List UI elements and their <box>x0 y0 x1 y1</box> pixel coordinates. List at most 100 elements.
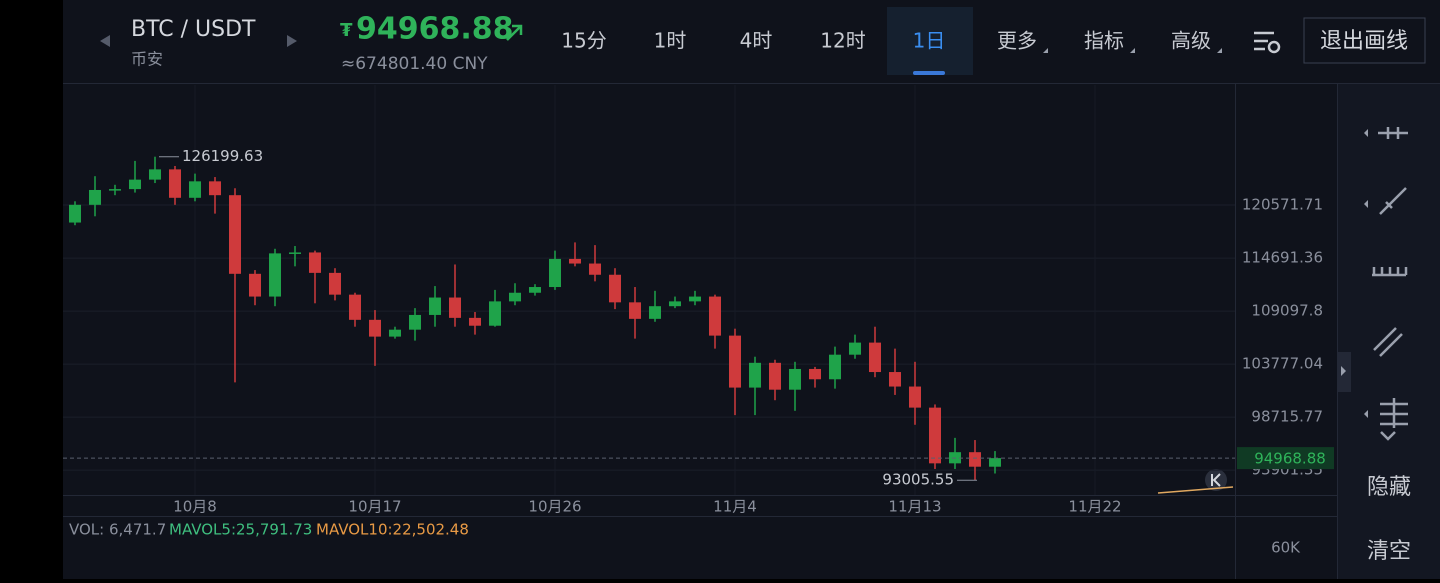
candle-body <box>309 252 321 273</box>
last-price-label: 94968.88 <box>1254 450 1326 468</box>
candle-body <box>89 189 101 205</box>
symbol: BTC / USDT <box>131 17 256 42</box>
candle-body <box>69 204 81 223</box>
candle-body <box>329 272 341 295</box>
candle-body <box>109 189 121 191</box>
candle-body <box>189 181 201 198</box>
candle-body <box>569 258 581 264</box>
candle-body <box>289 252 301 254</box>
candle-body <box>649 306 661 319</box>
y-tick-label: 98715.77 <box>1251 408 1323 426</box>
candle-body <box>609 274 621 303</box>
volume-info: VOL: 6,471.7 <box>69 521 166 539</box>
tab-indicator <box>913 71 945 75</box>
x-tick-label: 10月17 <box>348 498 401 516</box>
low-note: 93005.55 <box>882 471 954 489</box>
tab[interactable]: 指标 <box>1084 29 1124 53</box>
high-note: 126199.63 <box>182 147 263 165</box>
candle-body <box>369 319 381 337</box>
candle-body <box>409 314 421 330</box>
tab-selected-bg <box>887 7 973 75</box>
price: 94968.88 <box>356 12 514 47</box>
candle-body <box>229 195 241 274</box>
candle-body <box>429 297 441 315</box>
candle-body <box>869 342 881 373</box>
y-tick-label: 114691.36 <box>1242 249 1323 267</box>
candle-body <box>769 362 781 390</box>
candle-body <box>829 354 841 380</box>
scroll-latest[interactable] <box>1205 469 1227 491</box>
exit-button[interactable]: 退出画线 <box>1320 29 1408 54</box>
up-arrow <box>506 24 523 41</box>
exit-button-box[interactable] <box>1303 17 1426 64</box>
volume-tick: 60K <box>1271 539 1301 557</box>
tab[interactable]: 12时 <box>820 29 865 53</box>
candle-body <box>629 302 641 319</box>
candle-body <box>729 335 741 388</box>
candle-body <box>789 368 801 390</box>
tool-triangles <box>1364 129 1368 418</box>
candle-body <box>749 362 761 388</box>
candle-body <box>469 317 481 326</box>
x-tick-label: 10月26 <box>528 498 581 516</box>
candle-body <box>149 169 161 180</box>
x-tick-label: 11月4 <box>713 498 757 516</box>
candle-body <box>529 287 541 293</box>
drawn-line <box>1157 486 1234 494</box>
candle-body <box>209 181 221 196</box>
candle-body <box>549 258 561 288</box>
currency-mark: ₮ <box>340 20 353 41</box>
candle-body <box>489 301 501 326</box>
y-tick-label: 103777.04 <box>1242 355 1323 373</box>
next-arrow[interactable] <box>287 35 297 47</box>
candle-body <box>169 169 181 198</box>
x-tick-label: 11月13 <box>888 498 941 516</box>
candle-body <box>849 342 861 355</box>
x-tick-label: 10月8 <box>173 498 217 516</box>
candle-body <box>809 368 821 380</box>
tab-menu-mark <box>1043 48 1048 53</box>
tab[interactable]: 15分 <box>561 29 606 53</box>
settings-icon[interactable] <box>1254 31 1281 54</box>
tab[interactable]: 4时 <box>740 29 773 53</box>
last-price-tag <box>1237 447 1334 470</box>
candle-body <box>269 253 281 297</box>
candle-body <box>389 329 401 337</box>
sidebar-bg <box>1337 84 1440 579</box>
candle-body <box>669 301 681 307</box>
scroll-latest-icon <box>1211 473 1221 487</box>
collapse-arrow <box>1341 366 1346 376</box>
volume-info: MAVOL5:25,791.73 <box>169 521 312 539</box>
candle-body <box>689 296 701 302</box>
tab-menu-mark <box>1217 48 1222 53</box>
candle-body <box>449 297 461 318</box>
clear-button[interactable]: 清空 <box>1367 539 1411 564</box>
candle-body <box>929 407 941 464</box>
candle-body <box>589 263 601 275</box>
candle-body <box>969 452 981 467</box>
x-tick-label: 11月22 <box>1068 498 1121 516</box>
candle-body <box>889 372 901 387</box>
prev-arrow[interactable] <box>100 35 110 47</box>
tab[interactable]: 1日 <box>913 29 946 53</box>
tab[interactable]: 高级 <box>1171 29 1211 53</box>
tab[interactable]: 1时 <box>654 29 687 53</box>
candle-body <box>129 179 141 190</box>
candle-body <box>349 294 361 320</box>
y-tick-label: 109097.8 <box>1251 302 1323 320</box>
tab[interactable]: 更多 <box>997 29 1037 53</box>
exchange: 币安 <box>131 50 163 69</box>
volume-info: MAVOL10:22,502.48 <box>316 521 469 539</box>
candle-body <box>709 296 721 336</box>
candle-body <box>249 273 261 297</box>
tab-menu-mark <box>1130 48 1135 53</box>
candle-body <box>909 386 921 408</box>
candle-body <box>989 458 1001 467</box>
price-cny: ≈674801.40 CNY <box>341 54 488 74</box>
hide-button[interactable]: 隐藏 <box>1367 475 1411 500</box>
y-tick-label: 120571.71 <box>1242 196 1323 214</box>
tool-icons[interactable] <box>1372 127 1408 441</box>
candle-body <box>509 292 521 302</box>
